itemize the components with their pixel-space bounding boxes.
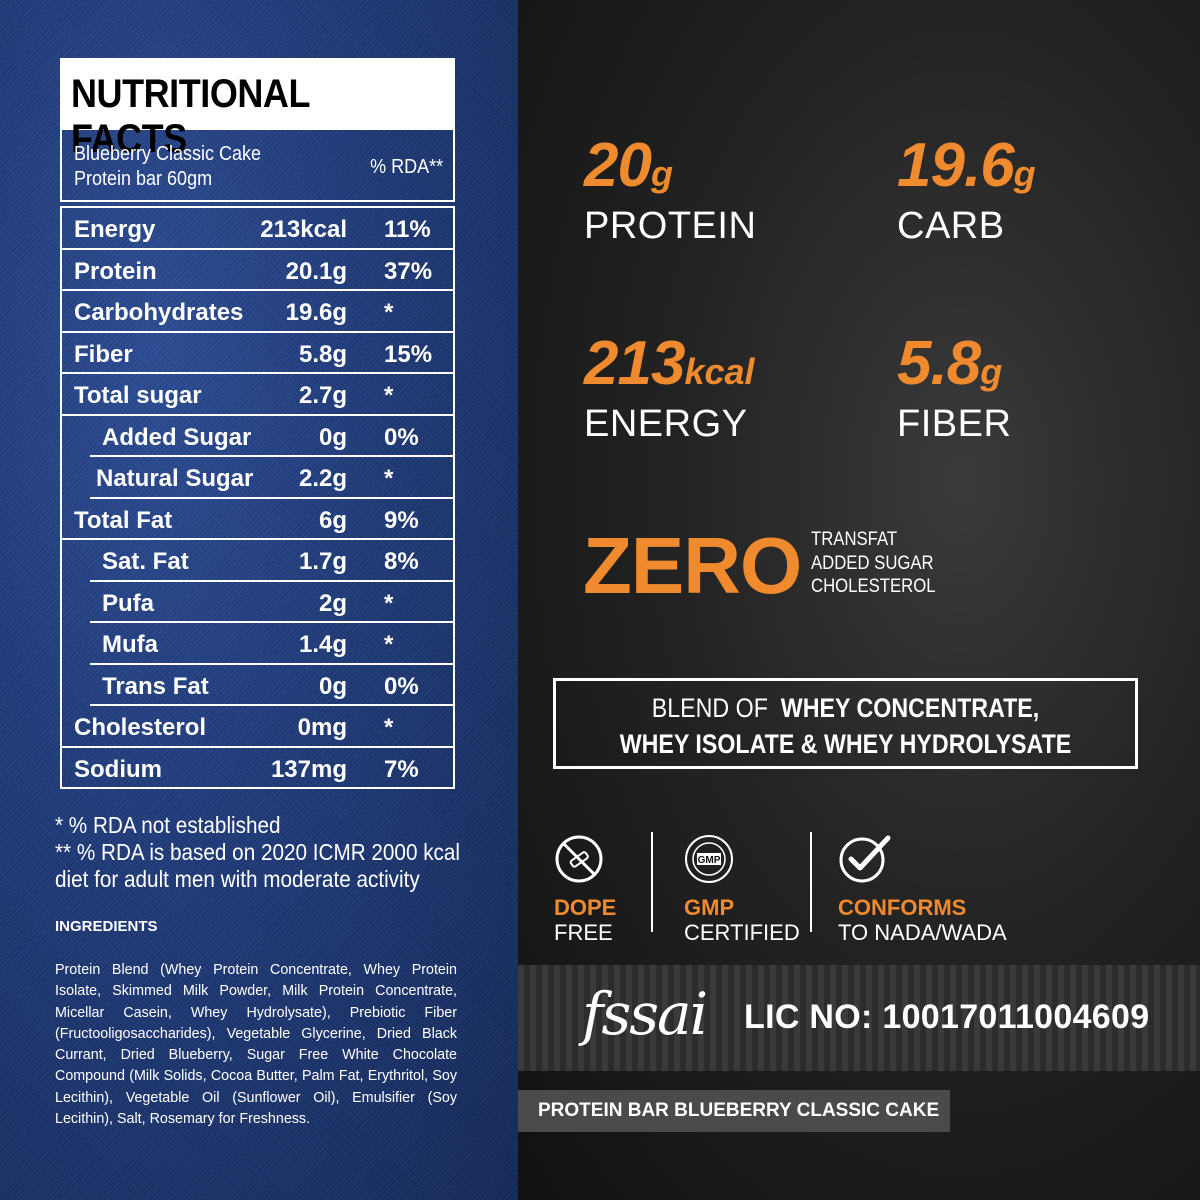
stat-energy: 213kcal ENERGY	[584, 329, 755, 445]
nutrition-title: NUTRITIONAL FACTS	[60, 58, 455, 161]
rda-footnotes: * % RDA not established ** % RDA is base…	[55, 812, 475, 893]
zero-list: TRANSFAT ADDED SUGAR CHOLESTEROL	[811, 528, 952, 599]
ingredients-title: INGREDIENTS	[55, 918, 158, 935]
nutrition-row-cholesterol: Cholesterol 0mg *	[62, 706, 453, 748]
badge-divider	[810, 832, 812, 932]
nutrition-row-energy: Energy 213kcal 11%	[62, 208, 453, 250]
badge-divider	[651, 832, 653, 932]
nutrition-row-sat-fat: Sat. Fat 1.7g 8%	[90, 540, 453, 582]
stat-protein: 20g PROTEIN	[584, 131, 757, 247]
nutrition-row-fiber: Fiber 5.8g 15%	[62, 333, 453, 374]
nutrition-row-carbohydrates: Carbohydrates 19.6g *	[62, 291, 453, 333]
license-number: LIC NO: 10017011004609	[744, 998, 1150, 1036]
gmp-seal-icon: GMP	[684, 834, 800, 889]
blend-line-1: BLEND OF WHEY CONCENTRATE,	[651, 693, 1040, 723]
stat-fiber: 5.8g FIBER	[897, 329, 1012, 445]
nutrition-row-total-sugar: Total sugar 2.7g *	[62, 374, 453, 416]
zero-item: ADDED SUGAR	[811, 552, 934, 574]
nutrition-row-pufa: Pufa 2g *	[90, 582, 453, 623]
zero-item: CHOLESTEROL	[811, 576, 936, 597]
nutrition-row-total-fat: Total Fat 6g 9%	[62, 499, 453, 540]
zero-heading: ZERO	[583, 521, 802, 610]
nutrition-row-sodium: Sodium 137mg 7%	[74, 755, 419, 783]
whey-blend-box: BLEND OF WHEY CONCENTRATE, WHEY ISOLATE …	[553, 678, 1138, 769]
blend-line-2: WHEY ISOLATE & WHEY HYDROLYSATE	[619, 729, 1072, 759]
product-name-bar: PROTEIN BAR BLUEBERRY CLASSIC CAKE	[518, 1090, 950, 1132]
stat-carb: 19.6g CARB	[897, 131, 1036, 247]
badge-dope-free: DOPE FREE	[554, 834, 616, 945]
footnote-rda-basis: ** % RDA is based on 2020 ICMR 2000 kcal	[55, 839, 461, 865]
footnote-rda-not-established: * % RDA not established	[55, 812, 281, 838]
nutrition-row-added-sugar: Added Sugar 0g 0%	[90, 416, 453, 457]
nutrition-facts-panel: NUTRITIONAL FACTS Blueberry Classic Cake…	[60, 58, 455, 789]
dope-free-icon	[554, 834, 616, 889]
fssai-band	[518, 965, 1200, 1071]
nutrition-row-mufa: Mufa 1.4g *	[90, 623, 453, 665]
product-serving-label: Blueberry Classic Cake Protein bar 60gm	[74, 143, 262, 190]
nutrition-row-trans-fat: Trans Fat 0g 0%	[90, 665, 453, 706]
gmp-seal-text: GMP	[698, 855, 721, 866]
rda-header: % RDA**	[369, 156, 443, 178]
ingredients-text: Protein Blend (Whey Protein Concentrate,…	[55, 962, 457, 1128]
nutrition-header: Blueberry Classic Cake Protein bar 60gm …	[60, 130, 455, 202]
nutrition-row-natural-sugar: Natural Sugar 2.2g *	[90, 457, 453, 499]
badge-gmp-certified: GMP GMP CERTIFIED	[684, 834, 800, 945]
nutrition-row-protein: Protein 20.1g 37%	[62, 250, 453, 291]
footnote-rda-basis-cont: diet for adult men with moderate activit…	[55, 866, 420, 892]
zero-item: TRANSFAT	[811, 529, 898, 550]
nutrition-table: Energy 213kcal 11% Protein 20.1g 37% Carbohy…	[60, 206, 455, 789]
badge-nada-wada: CONFORMS TO NADA/WADA	[838, 832, 1007, 945]
fssai-logo: fssai	[582, 980, 708, 1048]
checkmark-circle-icon	[838, 832, 1007, 889]
